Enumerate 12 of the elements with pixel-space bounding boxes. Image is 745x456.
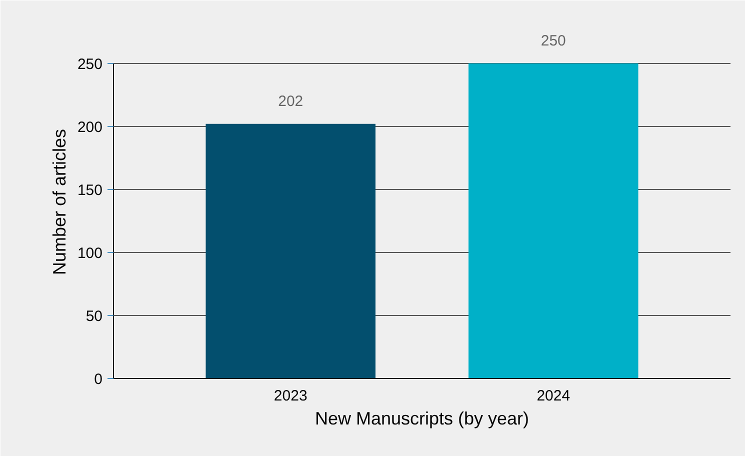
- y-tick-label: 200: [77, 118, 103, 136]
- y-tick-label: 50: [86, 308, 103, 325]
- data-label: 202: [278, 92, 304, 110]
- x-tick-label: 2023: [274, 388, 308, 404]
- y-axis-title: Number of articles: [49, 128, 70, 276]
- x-axis-title: New Manuscripts (by year): [314, 408, 530, 428]
- y-tick-label: 100: [77, 244, 103, 262]
- x-tick-label: 2024: [536, 388, 570, 404]
- y-tick-label: 0: [94, 371, 102, 388]
- y-tick-label: 250: [77, 56, 103, 73]
- data-label: 250: [540, 32, 566, 50]
- y-tick-label: 150: [77, 182, 103, 199]
